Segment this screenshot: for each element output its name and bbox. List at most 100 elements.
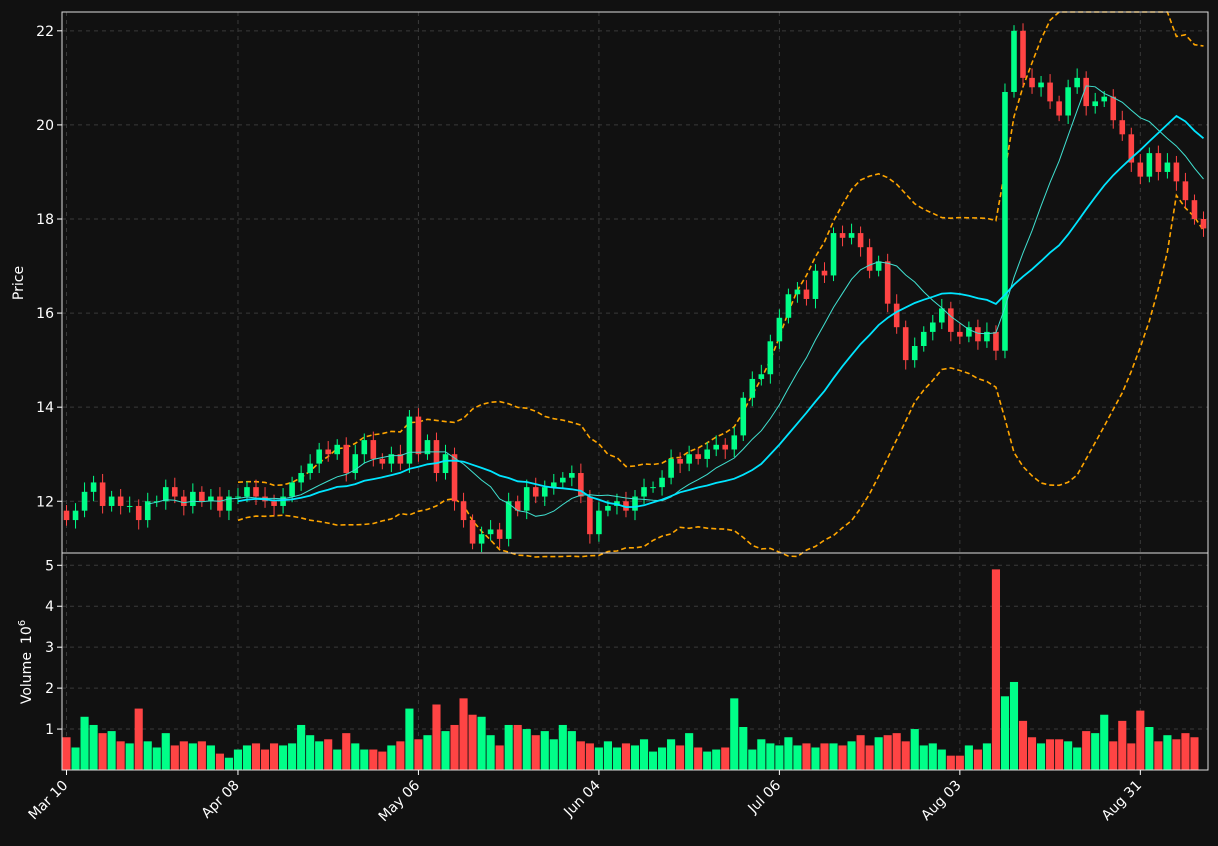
candle-body xyxy=(830,233,837,276)
volume-bar xyxy=(1163,735,1172,770)
candle-body xyxy=(1191,200,1198,219)
bollinger-layer xyxy=(237,11,1205,558)
volume-bar xyxy=(531,735,540,770)
volume-bar xyxy=(260,749,270,770)
volume-bar xyxy=(540,731,549,770)
candle-body xyxy=(650,487,656,489)
candle-body xyxy=(352,454,359,474)
volume-bar xyxy=(811,747,820,770)
volume-bar xyxy=(1000,696,1010,770)
candle-body xyxy=(117,496,124,506)
volume-bar xyxy=(1018,720,1028,770)
candle-body xyxy=(596,510,602,535)
volume-bar xyxy=(125,743,134,770)
candle-body xyxy=(433,440,440,474)
volume-axis-label: Volume 106 xyxy=(17,620,35,704)
candle-body xyxy=(758,374,765,379)
volume-bar xyxy=(188,743,197,770)
candle-body xyxy=(334,444,341,455)
volume-bar xyxy=(793,745,802,770)
volume-bar xyxy=(459,698,468,770)
candle-body xyxy=(821,270,828,276)
volume-bar xyxy=(910,729,919,770)
candle-body xyxy=(514,501,521,511)
volume-tick-label: 5 xyxy=(45,558,54,574)
candle-body xyxy=(587,496,593,535)
volume-bar xyxy=(468,714,477,770)
volume-bar xyxy=(513,724,522,770)
volume-bar xyxy=(197,741,206,770)
volume-bar xyxy=(739,727,748,770)
candle-body xyxy=(307,463,313,474)
candle-body xyxy=(1002,91,1008,351)
candle-body xyxy=(722,444,729,450)
candle-body xyxy=(812,270,819,299)
volume-bar xyxy=(964,745,973,770)
candle-body xyxy=(695,454,701,459)
candle-body xyxy=(704,449,710,459)
volume-bar xyxy=(676,745,685,770)
volume-bar xyxy=(694,747,703,770)
volume-bar xyxy=(919,745,928,770)
candle-body xyxy=(199,491,205,502)
volume-bar xyxy=(495,745,504,770)
candle-body xyxy=(1155,153,1162,172)
volume-bar xyxy=(757,739,766,770)
candle-body xyxy=(1173,162,1180,182)
volume-bar xyxy=(955,755,964,770)
candle-body xyxy=(379,458,386,464)
volume-bar xyxy=(360,749,369,770)
candle-body xyxy=(478,534,485,544)
volume-bar xyxy=(784,737,793,770)
volume-bar xyxy=(1172,739,1181,770)
candle-body xyxy=(523,487,530,511)
candle-body xyxy=(532,487,539,497)
candle-body xyxy=(641,487,647,497)
volume-bar xyxy=(567,731,576,770)
volume-bar xyxy=(206,745,215,770)
volume-bar xyxy=(233,749,243,770)
candle-body xyxy=(144,501,151,521)
candle-body xyxy=(1119,120,1126,135)
candle-body xyxy=(1110,96,1117,121)
volume-bar xyxy=(766,743,775,770)
candle-body xyxy=(794,289,801,295)
candle-body xyxy=(424,440,431,455)
candle-body xyxy=(1083,77,1089,107)
candle-body xyxy=(893,303,900,328)
frame-layer xyxy=(61,11,1209,771)
candle-body xyxy=(181,496,187,506)
volume-bar xyxy=(152,747,161,770)
candle-body xyxy=(162,487,169,502)
price-tick-label: 16 xyxy=(36,306,54,322)
candle-body xyxy=(803,289,810,299)
volume-tick-label: 3 xyxy=(45,640,54,656)
candle-body xyxy=(866,247,873,271)
volume-bar xyxy=(838,745,847,770)
volume-bar xyxy=(1100,714,1109,770)
volume-bar xyxy=(369,749,378,770)
volume-bar xyxy=(982,743,991,770)
volume-bar xyxy=(594,747,603,770)
price-tick-label: 20 xyxy=(36,118,54,134)
volume-bar xyxy=(522,729,531,770)
volume-bar xyxy=(387,745,396,770)
candle-body xyxy=(884,261,891,304)
volume-bar xyxy=(558,724,567,770)
candle-body xyxy=(578,473,584,497)
volume-bar xyxy=(306,735,315,770)
volume-bar xyxy=(1009,681,1019,770)
volume-bar xyxy=(856,735,865,770)
candle-body xyxy=(126,505,133,507)
volume-bar xyxy=(342,733,351,770)
candle-body xyxy=(902,327,909,361)
candle-body xyxy=(1056,101,1062,116)
volume-bar xyxy=(820,743,829,770)
candle-body xyxy=(442,454,449,474)
volume-bar xyxy=(946,755,955,770)
moving-average-slow xyxy=(237,114,1205,509)
volume-bar xyxy=(423,735,432,770)
candle-body xyxy=(370,440,377,459)
candle-body xyxy=(280,496,286,506)
